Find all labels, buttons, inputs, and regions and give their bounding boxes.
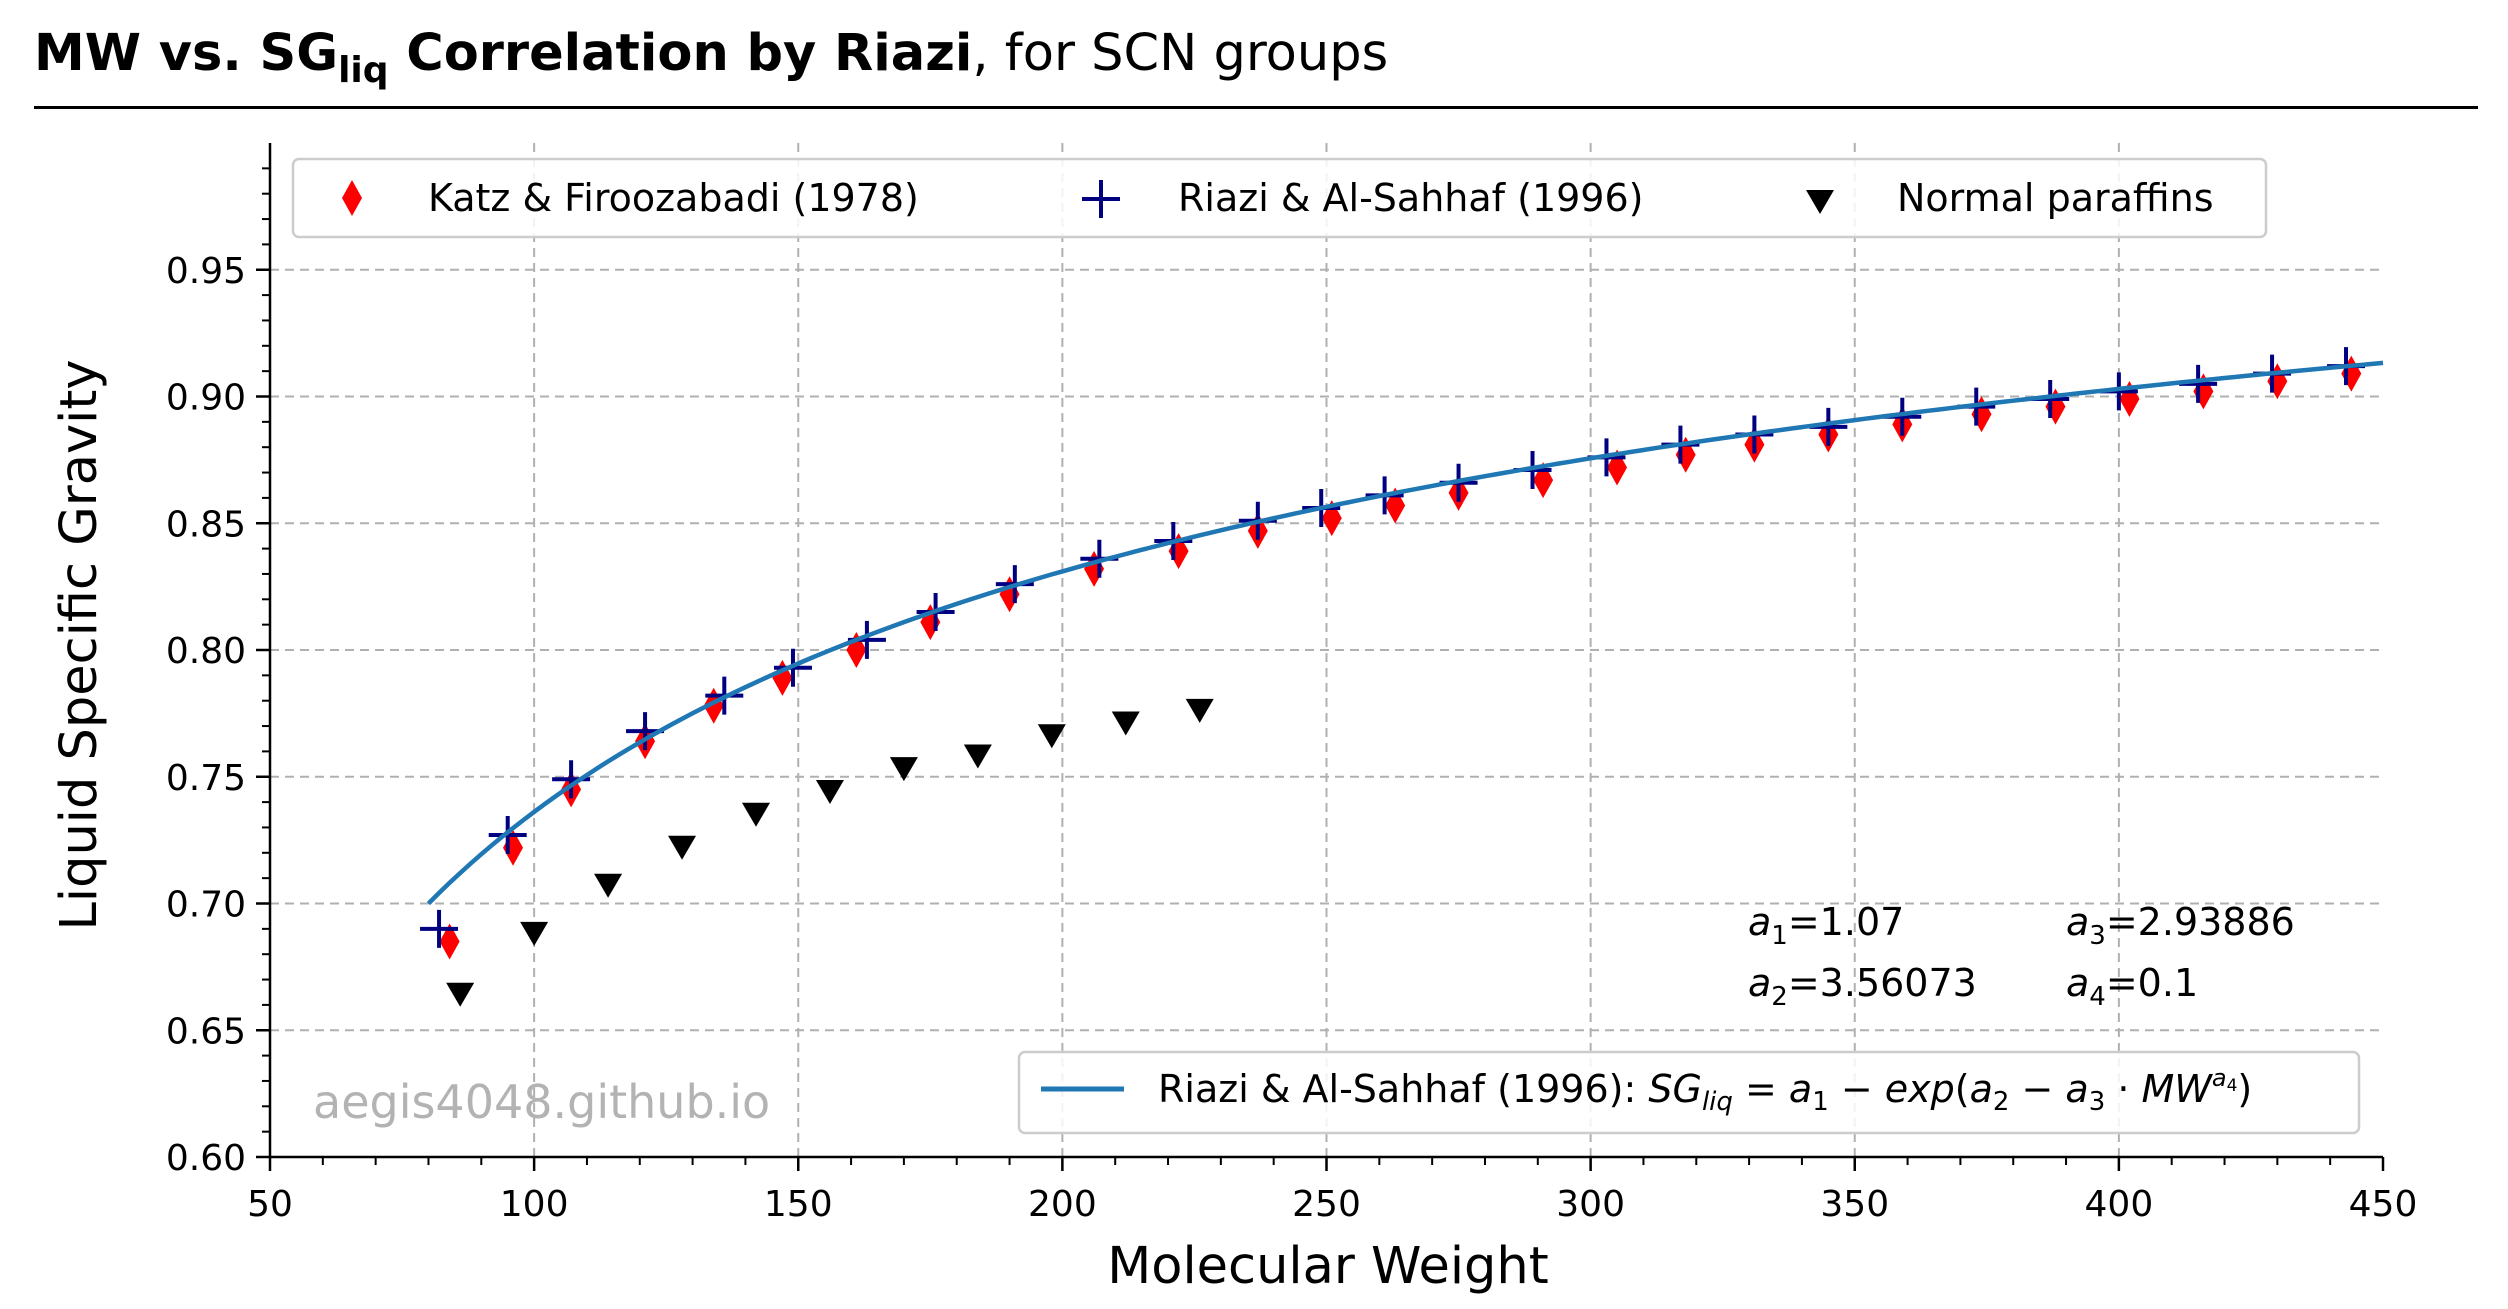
paraffin-point (889, 757, 918, 782)
coef-a2: a2=3.56073 (1748, 961, 1977, 1012)
legend-bottom-frame (1017, 1050, 2361, 1135)
katz-point (439, 923, 460, 960)
paraffin-point (1185, 698, 1214, 723)
title-bold-1: MW vs. (34, 24, 260, 83)
y-tick-label: 0.60 (166, 1138, 246, 1179)
paraffin-point (963, 744, 992, 769)
x-tick-label: 50 (247, 1184, 293, 1225)
legend-curve-name: Riazi & Al-Sahhaf (1996) (1158, 1067, 1623, 1111)
paraffin-point (741, 802, 770, 827)
x-axis-label: Molecular Weight (1107, 1237, 1548, 1296)
x-tick-label: 150 (764, 1184, 833, 1225)
x-tick-label: 400 (2085, 1184, 2154, 1225)
title-sg-text: SG (259, 24, 339, 83)
legend-label-katz: Katz & Firoozabadi (1978) (428, 176, 919, 220)
title-bold-2: Correlation by Riazi (388, 24, 973, 83)
x-tick-label: 200 (1028, 1184, 1097, 1225)
coef-a3: a3=2.93886 (2066, 900, 2295, 951)
legend-marker-paraffins (1806, 190, 1834, 214)
riazi-point (420, 909, 459, 948)
ticks: 50 100 150 200 250 300 350 400 450 0.60 0.65 0.70 0.… (166, 167, 2418, 1225)
paraffin-point (815, 779, 844, 804)
title-sg: SGliq (259, 24, 389, 91)
y-tick-label: 0.80 (166, 631, 246, 672)
coefficients: a1=1.07 a2=3.56073 a3=2.93886 a4=0.1 (1748, 900, 2295, 1012)
y-tick-label: 0.65 (166, 1011, 246, 1052)
y-tick-label: 0.95 (166, 251, 246, 292)
paraffin-point (594, 873, 623, 898)
y-tick-label: 0.85 (166, 504, 246, 545)
paraffin-point (446, 982, 475, 1007)
x-tick-label: 450 (2349, 1184, 2418, 1225)
paraffin-point (1111, 711, 1140, 736)
x-tick-label: 250 (1292, 1184, 1361, 1225)
paraffin-point (668, 835, 697, 860)
x-tick-label: 100 (500, 1184, 569, 1225)
title-rule (34, 106, 2478, 109)
y-tick-label: 0.70 (166, 885, 246, 926)
y-tick-label: 0.90 (166, 378, 246, 419)
coef-a4: a4=0.1 (2066, 961, 2198, 1012)
legend-marker-riazi (1082, 180, 1120, 218)
paraffin-point (520, 921, 549, 946)
x-tick-label: 300 (1556, 1184, 1625, 1225)
paraffin-point (1037, 724, 1066, 749)
legend-marker-katz (342, 180, 362, 216)
legend-top-frame (291, 157, 2268, 239)
correlation-curve (426, 360, 2384, 906)
legend-label-paraffins: Normal paraffins (1897, 176, 2214, 220)
y-tick-label: 0.75 (166, 758, 246, 799)
title-normal: , for SCN groups (972, 24, 1389, 83)
legend-top: Katz & Firoozabadi (1978) Riazi & Al-Sah… (291, 157, 2268, 239)
coef-a1: a1=1.07 (1748, 900, 1904, 951)
title-sg-subscript: liq (338, 50, 389, 91)
legend-bottom: Riazi & Al-Sahhaf (1996): SGliq = a1 − e… (1017, 1050, 2361, 1135)
legend-label-riazi: Riazi & Al-Sahhaf (1996) (1178, 176, 1643, 220)
watermark: aegis4048.github.io (313, 1075, 770, 1129)
curve-layer (426, 360, 2384, 906)
chart-title: MW vs. SGliq Correlation by Riazi, for S… (34, 22, 1388, 103)
x-tick-label: 350 (1820, 1184, 1889, 1225)
y-axis-label: Liquid Specific Gravity (50, 359, 109, 930)
legend-curve-label: Riazi & Al-Sahhaf (1996): SGliq = a1 − e… (1158, 1064, 2252, 1117)
